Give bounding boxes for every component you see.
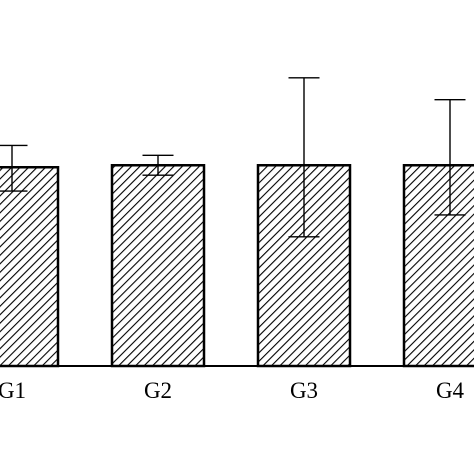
error-bar-g2 xyxy=(142,154,174,176)
tick-labels-layer: G1 G2 G3 G4 xyxy=(0,378,465,403)
x-tick-label-g4: G4 xyxy=(436,378,465,403)
error-bars-layer xyxy=(0,77,466,238)
error-bar-g1 xyxy=(0,144,28,192)
bar-g1 xyxy=(0,166,60,368)
x-tick-label-g3: G3 xyxy=(290,378,318,403)
bar-g4 xyxy=(402,164,474,368)
error-bar-g3 xyxy=(288,77,320,238)
bars-layer xyxy=(0,164,474,368)
bar-g2 xyxy=(110,164,206,368)
x-tick-label-g2: G2 xyxy=(144,378,172,403)
x-tick-label-g1: G1 xyxy=(0,378,26,403)
error-bar-g4 xyxy=(434,98,466,216)
